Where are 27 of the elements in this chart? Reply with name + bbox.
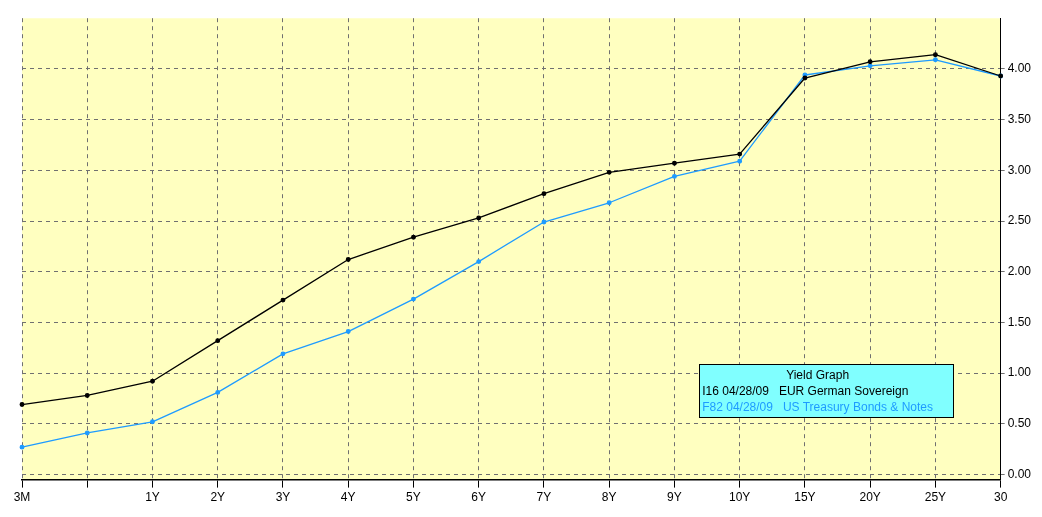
x-tick-label: 9Y <box>667 490 682 505</box>
x-tick-label: 8Y <box>601 490 617 505</box>
y-tick-label: 0.50 <box>1007 416 1032 431</box>
y-tick-label: 1.00 <box>1007 365 1032 380</box>
x-tick-label: 30 <box>993 490 1008 505</box>
y-tick-label: 3.00 <box>1007 162 1032 177</box>
x-tick-label: 25Y <box>924 490 947 505</box>
legend-title: Yield Graph <box>785 367 851 383</box>
x-tick-label: 6Y <box>471 490 487 505</box>
y-tick-label: 1.50 <box>1007 314 1032 329</box>
x-tick-label: 3Y <box>275 490 291 505</box>
y-tick-label: 0.00 <box>1007 466 1032 481</box>
y-tick-label: 3.50 <box>1007 111 1032 126</box>
x-tick-label: 4Y <box>340 490 356 505</box>
text: I16 04/28/09 EUR German Sovereign <box>702 383 910 399</box>
y-tick-label: 2.50 <box>1007 213 1032 228</box>
x-tick-label: 3M <box>13 490 31 505</box>
x-tick-label: 2Y <box>210 490 226 505</box>
x-tick-label: 15Y <box>794 490 816 505</box>
x-tick-label: 1Y <box>145 490 160 505</box>
x-tick-label: 20Y <box>859 490 881 505</box>
x-tick-label: 10Y <box>728 490 751 505</box>
y-tick-label: 4.00 <box>1007 61 1032 76</box>
text: F82 04/28/09 US Treasury Bonds & Notes <box>702 399 933 415</box>
y-tick-label: 2.00 <box>1007 264 1032 279</box>
x-tick-label: 5Y <box>406 490 421 505</box>
x-tick-label: 7Y <box>536 490 552 505</box>
